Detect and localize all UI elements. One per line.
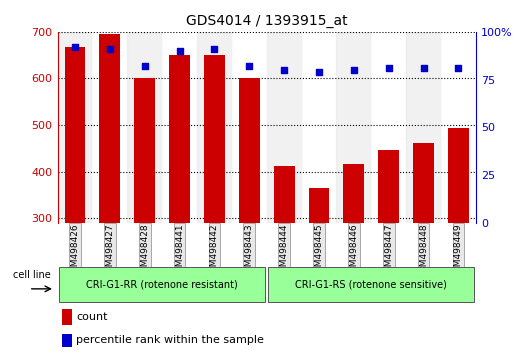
Text: GSM498446: GSM498446	[349, 224, 358, 279]
Bar	[127, 32, 162, 223]
Text: cell line: cell line	[13, 270, 51, 280]
Text: GSM498441: GSM498441	[175, 224, 184, 279]
Point	[350, 67, 358, 73]
Point	[175, 48, 184, 54]
Bar	[204, 55, 225, 223]
Bar	[371, 32, 406, 223]
Text: GSM498448: GSM498448	[419, 224, 428, 279]
Title: GDS4014 / 1393915_at: GDS4014 / 1393915_at	[186, 14, 348, 28]
Point	[245, 63, 254, 69]
Point	[141, 63, 149, 69]
Text: GSM498427: GSM498427	[105, 224, 115, 279]
Bar	[378, 150, 399, 223]
Bar	[267, 32, 302, 223]
Bar	[441, 32, 476, 223]
Bar	[239, 78, 260, 223]
Text: GSM498426: GSM498426	[71, 224, 79, 279]
Text: GSM498445: GSM498445	[314, 224, 324, 279]
Bar	[93, 32, 127, 223]
Bar	[232, 32, 267, 223]
Point	[384, 65, 393, 71]
Point	[419, 65, 428, 71]
Bar	[413, 143, 434, 223]
Point	[210, 46, 219, 52]
Bar	[162, 32, 197, 223]
Point	[71, 44, 79, 50]
Text: GSM498428: GSM498428	[140, 224, 149, 279]
Bar	[169, 55, 190, 223]
Bar	[99, 34, 120, 223]
Bar	[134, 78, 155, 223]
Bar	[448, 128, 469, 223]
Text: GSM498443: GSM498443	[245, 224, 254, 279]
Point	[280, 67, 288, 73]
Bar	[406, 32, 441, 223]
Bar	[64, 47, 85, 223]
Text: CRI-G1-RS (rotenone sensitive): CRI-G1-RS (rotenone sensitive)	[295, 280, 447, 290]
FancyBboxPatch shape	[268, 268, 474, 302]
Bar	[62, 334, 72, 347]
Text: GSM498447: GSM498447	[384, 224, 393, 279]
Bar	[58, 32, 93, 223]
Text: GSM498449: GSM498449	[454, 224, 463, 279]
Bar	[344, 164, 365, 223]
Bar	[62, 309, 72, 325]
FancyBboxPatch shape	[59, 268, 265, 302]
Text: GSM498444: GSM498444	[280, 224, 289, 278]
Bar	[302, 32, 336, 223]
Point	[454, 65, 463, 71]
Text: CRI-G1-RR (rotenone resistant): CRI-G1-RR (rotenone resistant)	[86, 280, 238, 290]
Text: percentile rank within the sample: percentile rank within the sample	[76, 335, 264, 346]
Point	[106, 46, 114, 52]
Bar	[336, 32, 371, 223]
Bar	[197, 32, 232, 223]
Bar	[309, 188, 329, 223]
Bar	[274, 166, 294, 223]
Point	[315, 69, 323, 75]
Text: count: count	[76, 312, 108, 322]
Text: GSM498442: GSM498442	[210, 224, 219, 278]
